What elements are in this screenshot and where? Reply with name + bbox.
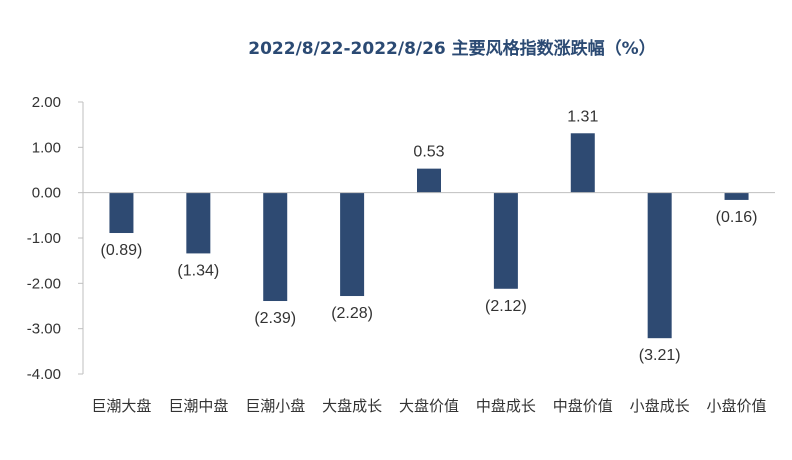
chart-title: 2022/8/22-2022/8/26 主要风格指数涨跌幅（%）: [248, 38, 655, 59]
data-label: 1.31: [567, 108, 598, 125]
bar: [263, 192, 288, 302]
x-tick-label: 中盘成长: [476, 397, 536, 415]
bar: [647, 192, 672, 339]
y-tick-label: -1.00: [27, 230, 61, 247]
bar: [340, 192, 365, 297]
data-label: (2.28): [331, 305, 373, 322]
x-tick-label: 大盘成长: [322, 397, 382, 415]
data-label: (1.34): [177, 262, 219, 279]
y-tick-label: -2.00: [27, 275, 61, 292]
y-tick-label: -3.00: [27, 321, 61, 338]
data-label: (3.21): [639, 347, 681, 364]
y-axis: 2.00 1.00 0.00 -1.00 -2.00 -3.00 -4.00: [27, 94, 84, 383]
y-tick-label: -4.00: [27, 366, 61, 383]
y-tick-label: 0.00: [32, 185, 61, 202]
data-labels-group: (0.89) (1.34) (2.39) (2.28) 0.53 (2.12) 1.31 (3…: [101, 108, 758, 364]
bar: [186, 192, 211, 254]
data-label: (0.16): [716, 209, 758, 226]
x-tick-label: 大盘价值: [399, 397, 459, 415]
x-tick-label: 巨潮中盘: [168, 397, 228, 415]
y-tick-label: 2.00: [32, 94, 61, 111]
x-tick-label: 中盘价值: [553, 397, 613, 415]
bars-group: [109, 133, 749, 339]
x-axis: 巨潮大盘 巨潮中盘 巨潮小盘 大盘成长 大盘价值 中盘成长 中盘价值 小盘成长 小盘价值: [83, 192, 775, 415]
data-label: (0.89): [101, 242, 143, 259]
data-label: (2.39): [254, 310, 296, 327]
x-tick-label: 小盘成长: [630, 397, 690, 415]
x-tick-label: 巨潮小盘: [245, 397, 305, 415]
bar: [724, 192, 749, 200]
x-tick-label: 小盘价值: [707, 397, 767, 415]
y-tick-label: 1.00: [32, 139, 61, 156]
data-label: 0.53: [413, 144, 444, 161]
bar: [570, 133, 595, 193]
bar: [493, 192, 518, 289]
x-tick-label: 巨潮大盘: [91, 397, 151, 415]
bar: [109, 192, 134, 234]
data-label: (2.12): [485, 298, 527, 315]
bar: [417, 168, 441, 193]
